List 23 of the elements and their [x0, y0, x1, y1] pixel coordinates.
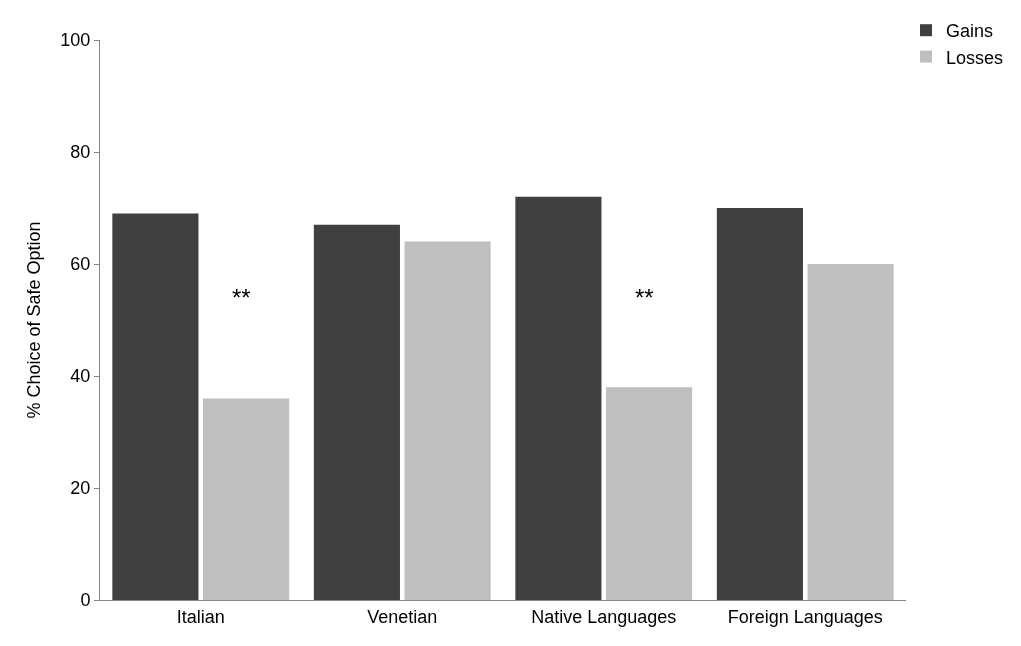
y-tick-label: 80 — [70, 142, 91, 163]
annotation: ** — [232, 284, 251, 311]
y-tick-label: 60 — [70, 254, 91, 275]
bar — [404, 241, 491, 600]
x-tick-label: Italian — [176, 606, 225, 627]
x-tick-label: Native Languages — [531, 606, 677, 627]
x-tick-label: Venetian — [367, 606, 438, 627]
y-tick-label: 20 — [70, 478, 91, 499]
legend-label: Losses — [946, 47, 1004, 68]
y-tick-label: 100 — [60, 30, 91, 51]
bar — [807, 264, 894, 600]
y-tick-label: 0 — [80, 590, 91, 611]
bar — [716, 208, 803, 600]
bar — [515, 196, 602, 600]
bar — [606, 387, 693, 600]
y-tick-label: 40 — [70, 366, 91, 387]
legend-label: Gains — [946, 21, 994, 42]
bar — [203, 398, 290, 600]
annotation: ** — [635, 284, 654, 311]
bar — [112, 213, 199, 600]
bar — [313, 224, 400, 600]
x-tick-label: Foreign Languages — [727, 606, 883, 627]
y-axis-title: % Choice of Safe Option — [23, 221, 44, 419]
